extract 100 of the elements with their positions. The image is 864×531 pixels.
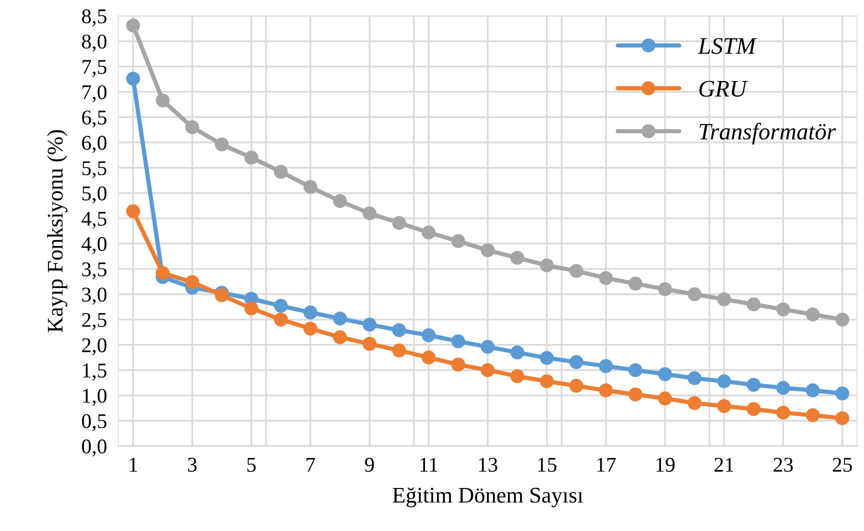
point [598, 383, 613, 398]
x-tick-label: 25 [832, 458, 852, 472]
point [274, 164, 288, 179]
point [510, 345, 524, 360]
point [569, 355, 584, 369]
y-tick-label: 6,5 [82, 110, 106, 128]
y-tick-label: 7,0 [82, 85, 106, 102]
y-tick-label: 2,0 [82, 338, 106, 356]
point [333, 312, 347, 326]
point [540, 374, 554, 388]
point [451, 234, 466, 248]
point [835, 312, 850, 326]
y-axis-title: Kayıp Fonksiyonu (%) [47, 130, 68, 332]
point [303, 322, 318, 336]
point [835, 386, 850, 400]
y-tick-label: 1,5 [83, 364, 106, 381]
point [717, 374, 732, 388]
legend-label: GRU [699, 80, 748, 97]
point [185, 120, 200, 134]
y-tick-label: 0,5 [82, 414, 106, 432]
point [628, 387, 642, 402]
point [333, 194, 347, 208]
point [126, 72, 140, 86]
y-tick-label: 8,5 [82, 9, 106, 26]
point [126, 204, 140, 218]
point [628, 363, 642, 378]
point [510, 250, 524, 265]
x-tick-label: 23 [774, 458, 793, 472]
point [362, 318, 376, 332]
point [569, 378, 584, 393]
point [806, 408, 820, 422]
legend-label: Transformatör [700, 122, 836, 144]
point [392, 216, 406, 230]
point [480, 243, 495, 258]
y-tick-label: 6,0 [82, 136, 106, 153]
point [451, 358, 466, 372]
point [451, 334, 466, 348]
point [303, 306, 318, 320]
x-tick-label: 13 [479, 458, 498, 472]
point [540, 351, 554, 365]
point [569, 264, 584, 278]
y-tick-label: 8,0 [82, 34, 106, 52]
x-tick-label: 1 [130, 458, 138, 472]
point [422, 226, 436, 240]
point [274, 298, 288, 313]
y-tick-label: 7,5 [82, 60, 106, 77]
y-tick-label: 3,5 [82, 262, 106, 280]
x-tick-label: 21 [714, 458, 734, 472]
point [688, 371, 702, 386]
point [214, 288, 229, 302]
point [688, 396, 702, 410]
x-tick-label: 7 [306, 458, 316, 472]
point [776, 302, 790, 316]
point [688, 287, 702, 302]
point [658, 392, 672, 406]
x-tick-label: 5 [247, 458, 256, 472]
point [480, 363, 495, 378]
point [806, 308, 820, 322]
x-tick-label: 11 [420, 458, 438, 472]
y-tick-label: 2,5 [82, 312, 106, 330]
point [598, 271, 613, 285]
point [598, 359, 613, 374]
y-tick-label: 3,0 [82, 288, 106, 305]
point [274, 312, 288, 326]
y-tick-label: 4,0 [82, 237, 106, 254]
point [392, 343, 406, 358]
point [717, 292, 732, 306]
point [156, 93, 170, 108]
legend-label: LSTM [698, 38, 757, 54]
x-tick-label: 9 [364, 458, 374, 472]
point [392, 323, 406, 338]
x-tick-label: 17 [597, 458, 616, 472]
y-tick-label: 4,5 [82, 212, 106, 229]
point [244, 301, 258, 316]
point [510, 369, 524, 384]
y-tick-label: 0,0 [82, 439, 106, 456]
point [422, 328, 436, 342]
point [126, 18, 140, 32]
point [185, 275, 200, 290]
point [244, 150, 258, 165]
point [717, 399, 732, 414]
point [480, 340, 495, 354]
point [746, 402, 761, 416]
point [628, 276, 642, 291]
point [776, 406, 790, 420]
point [156, 266, 170, 280]
x-tick-label: 15 [538, 458, 556, 472]
point [362, 336, 376, 351]
point [422, 350, 436, 364]
point [658, 367, 672, 382]
point [214, 138, 229, 152]
x-axis-title: Eğitim Dönem Sayısı [392, 487, 583, 508]
point [303, 180, 318, 194]
point [806, 383, 820, 398]
point [540, 258, 554, 272]
y-tick-label: 5,0 [82, 186, 106, 204]
point [333, 330, 347, 344]
point [835, 411, 850, 426]
point [658, 282, 672, 296]
point [746, 297, 761, 312]
